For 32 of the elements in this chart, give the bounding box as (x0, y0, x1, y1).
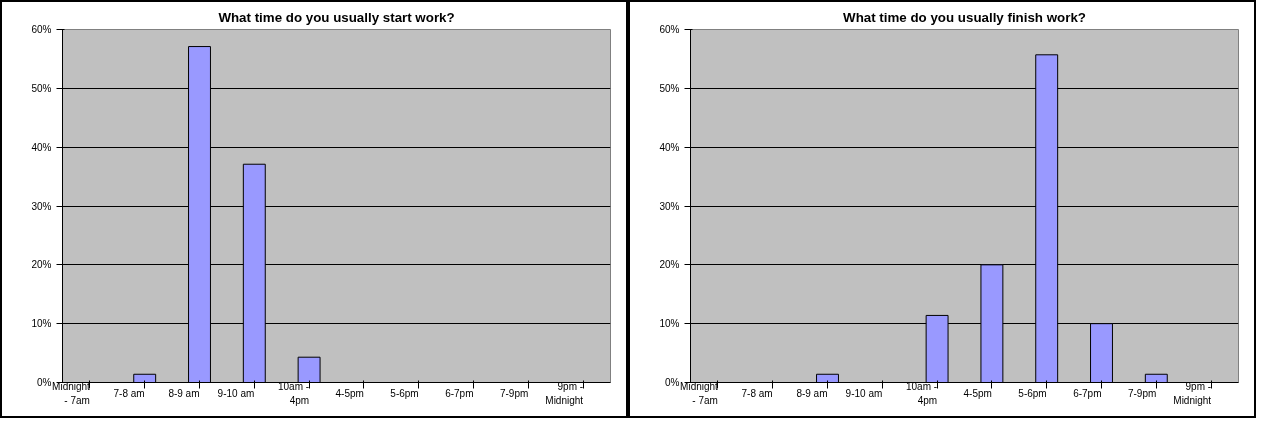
y-tick-label: 40% (659, 141, 680, 153)
x-tick-label: 9-10 am (217, 388, 255, 399)
y-tick-label: 20% (659, 259, 680, 271)
x-tick-label: 6-7pm (445, 388, 474, 399)
y-tick-label: 0% (665, 377, 680, 388)
x-tick-label: 9pm - Midnight (1173, 381, 1212, 406)
x-tick-label: 7-8 am (741, 388, 773, 399)
y-tick-label: 0% (37, 377, 52, 388)
y-tick-label: 50% (659, 82, 680, 94)
x-tick-label: 5-6pm (390, 388, 419, 399)
y-tick-label: 60% (31, 24, 52, 35)
x-tick-label: 5-6pm (1018, 388, 1047, 399)
y-tick-label: 30% (659, 200, 680, 212)
x-tick-label: 7-8 am (113, 388, 145, 399)
y-tick-label: 50% (31, 82, 52, 94)
y-tick-label: 10% (31, 318, 52, 330)
x-tick-label: 7-9pm (499, 388, 529, 399)
x-tick-label: 8-9 am (796, 388, 828, 399)
x-tick-label: 9pm - Midnight (545, 381, 584, 406)
x-tick-label: 6-7pm (1073, 388, 1102, 399)
x-tick-label: 8-9 am (168, 388, 200, 399)
x-tick-label: 7-9pm (1127, 388, 1157, 399)
y-tick-label: 30% (31, 200, 52, 212)
chart-title: What time do you usually start work? (218, 9, 455, 25)
y-tick-label: 20% (31, 259, 52, 271)
x-tick-label: 9-10 am (845, 388, 883, 399)
x-tick-label: 4-5pm (963, 388, 992, 399)
x-tick-label: 4-5pm (335, 388, 364, 399)
chart-title: What time do you usually finish work? (843, 9, 1086, 25)
y-tick-label: 40% (31, 141, 52, 153)
y-tick-label: 60% (659, 24, 680, 35)
y-tick-label: 10% (659, 318, 680, 330)
